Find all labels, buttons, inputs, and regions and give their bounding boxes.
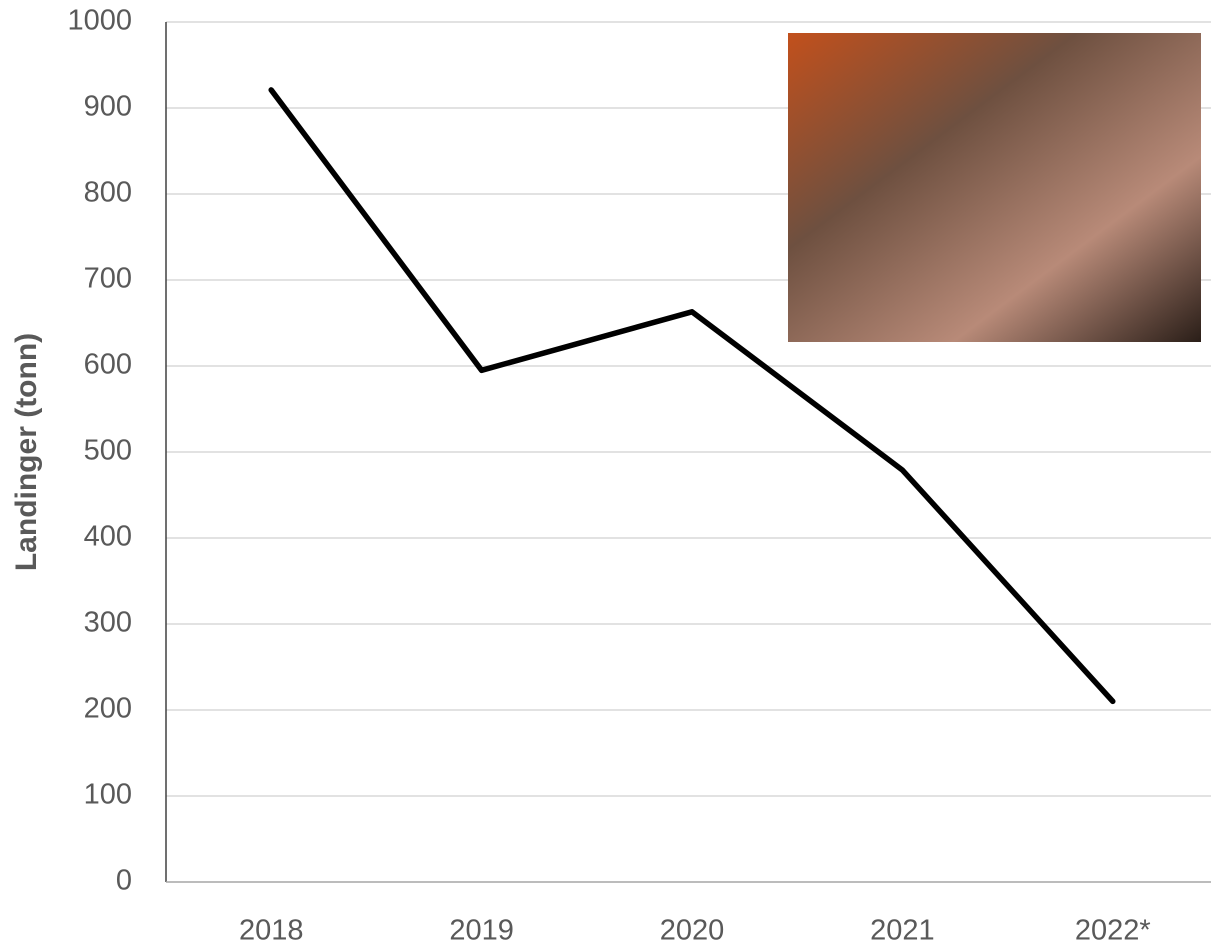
y-tick-label: 0 (116, 865, 132, 897)
grid-layer (166, 21, 1211, 797)
crab-photo (788, 33, 1201, 342)
y-tick-label: 500 (84, 435, 132, 467)
y-axis-label: Landinger (tonn) (10, 333, 43, 571)
y-tick-label: 300 (84, 607, 132, 639)
data-line (268, 87, 1116, 705)
x-tick-label: 2022* (1075, 915, 1151, 947)
x-tick-label: 2021 (870, 915, 935, 947)
y-tick-label: 100 (84, 779, 132, 811)
x-tick-label: 2018 (239, 915, 304, 947)
y-tick-label: 900 (84, 91, 132, 123)
y-tick-label: 400 (84, 521, 132, 553)
y-tick-label: 1000 (67, 5, 132, 37)
y-tick-label: 600 (84, 349, 132, 381)
y-tick-label: 700 (84, 263, 132, 295)
x-tick-label: 2020 (660, 915, 725, 947)
y-tick-label: 200 (84, 693, 132, 725)
y-tick-label: 800 (84, 177, 132, 209)
plot-layer: 0 100 200 300 400 500 600 700 800 900 1000 2018 2019… (67, 5, 1211, 947)
x-tick-label: 2019 (449, 915, 514, 947)
